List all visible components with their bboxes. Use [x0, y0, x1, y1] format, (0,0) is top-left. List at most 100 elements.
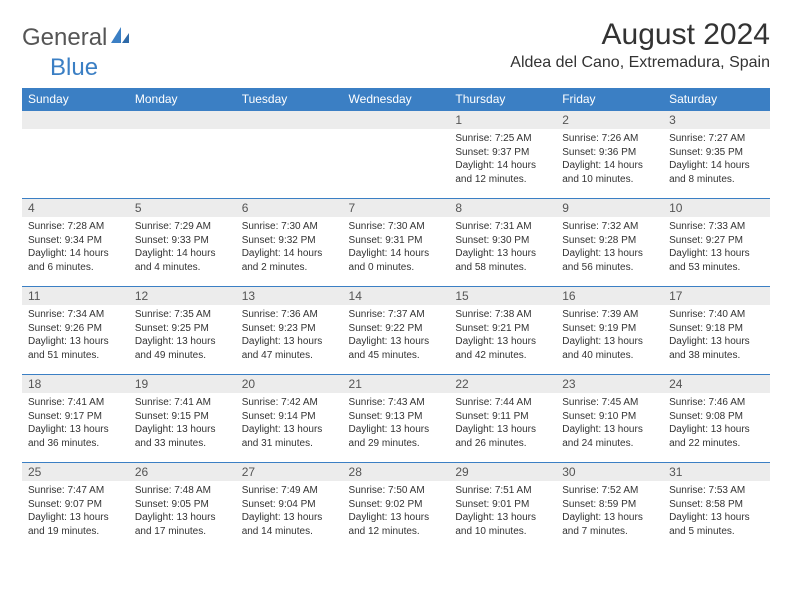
- day-number: 17: [663, 287, 770, 305]
- day-number: [129, 111, 236, 129]
- daylight-text: Daylight: 13 hours and 12 minutes.: [349, 511, 444, 538]
- daylight-text: Daylight: 13 hours and 7 minutes.: [562, 511, 657, 538]
- sunrise-text: Sunrise: 7:50 AM: [349, 484, 444, 498]
- day-body: Sunrise: 7:28 AMSunset: 9:34 PMDaylight:…: [22, 217, 129, 278]
- day-cell: 31Sunrise: 7:53 AMSunset: 8:58 PMDayligh…: [663, 463, 770, 551]
- day-body: Sunrise: 7:47 AMSunset: 9:07 PMDaylight:…: [22, 481, 129, 542]
- sunset-text: Sunset: 9:31 PM: [349, 234, 444, 248]
- week-row: 25Sunrise: 7:47 AMSunset: 9:07 PMDayligh…: [22, 463, 770, 551]
- day-body: Sunrise: 7:25 AMSunset: 9:37 PMDaylight:…: [449, 129, 556, 190]
- day-body: Sunrise: 7:41 AMSunset: 9:17 PMDaylight:…: [22, 393, 129, 454]
- daylight-text: Daylight: 13 hours and 58 minutes.: [455, 247, 550, 274]
- day-cell: 6Sunrise: 7:30 AMSunset: 9:32 PMDaylight…: [236, 199, 343, 287]
- sunrise-text: Sunrise: 7:25 AM: [455, 132, 550, 146]
- day-number: 29: [449, 463, 556, 481]
- daylight-text: Daylight: 13 hours and 22 minutes.: [669, 423, 764, 450]
- sunset-text: Sunset: 9:21 PM: [455, 322, 550, 336]
- daylight-text: Daylight: 13 hours and 53 minutes.: [669, 247, 764, 274]
- sunset-text: Sunset: 9:26 PM: [28, 322, 123, 336]
- sunrise-text: Sunrise: 7:45 AM: [562, 396, 657, 410]
- location-text: Aldea del Cano, Extremadura, Spain: [510, 54, 770, 72]
- day-cell: 2Sunrise: 7:26 AMSunset: 9:36 PMDaylight…: [556, 111, 663, 199]
- day-header-row: Sunday Monday Tuesday Wednesday Thursday…: [22, 88, 770, 111]
- logo-text-general: General: [22, 24, 107, 52]
- day-cell: 11Sunrise: 7:34 AMSunset: 9:26 PMDayligh…: [22, 287, 129, 375]
- day-cell: 20 Sunrise: 7:42 AMSunset: 9:14 PMDayligh…: [236, 375, 343, 463]
- day-cell: 8Sunrise: 7:31 AMSunset: 9:30 PMDaylight…: [449, 199, 556, 287]
- day-body: Sunrise: 7:32 AMSunset: 9:28 PMDaylight:…: [556, 217, 663, 278]
- day-number: 26: [129, 463, 236, 481]
- sunset-text: Sunset: 9:23 PM: [242, 322, 337, 336]
- sunset-text: Sunset: 9:18 PM: [669, 322, 764, 336]
- month-title: August 2024: [510, 18, 770, 52]
- sunrise-text: Sunrise: 7:40 AM: [669, 308, 764, 322]
- daylight-text: Daylight: 14 hours and 4 minutes.: [135, 247, 230, 274]
- day-number: 16: [556, 287, 663, 305]
- day-body: Sunrise: 7:34 AMSunset: 9:26 PMDaylight:…: [22, 305, 129, 366]
- day-cell: [129, 111, 236, 199]
- sunset-text: Sunset: 9:27 PM: [669, 234, 764, 248]
- sunrise-text: Sunrise: 7:43 AM: [349, 396, 444, 410]
- day-number: 1: [449, 111, 556, 129]
- day-number: 24: [663, 375, 770, 393]
- calendar-table: Sunday Monday Tuesday Wednesday Thursday…: [22, 88, 770, 551]
- sunrise-text: Sunrise: 7:34 AM: [28, 308, 123, 322]
- sunset-text: Sunset: 9:11 PM: [455, 410, 550, 424]
- day-body: Sunrise: 7:30 AMSunset: 9:31 PMDaylight:…: [343, 217, 450, 278]
- sunrise-text: Sunrise: 7:52 AM: [562, 484, 657, 498]
- day-body: Sunrise: 7:46 AMSunset: 9:08 PMDaylight:…: [663, 393, 770, 454]
- week-row: 4Sunrise: 7:28 AMSunset: 9:34 PMDaylight…: [22, 199, 770, 287]
- day-cell: 27Sunrise: 7:49 AMSunset: 9:04 PMDayligh…: [236, 463, 343, 551]
- daylight-text: Daylight: 13 hours and 29 minutes.: [349, 423, 444, 450]
- daylight-text: Daylight: 13 hours and 31 minutes.: [242, 423, 337, 450]
- sunset-text: Sunset: 9:17 PM: [28, 410, 123, 424]
- day-number: 11: [22, 287, 129, 305]
- day-cell: 21Sunrise: 7:43 AMSunset: 9:13 PMDayligh…: [343, 375, 450, 463]
- sunset-text: Sunset: 9:33 PM: [135, 234, 230, 248]
- col-sunday: Sunday: [22, 88, 129, 111]
- sunrise-text: Sunrise: 7:39 AM: [562, 308, 657, 322]
- day-cell: 7Sunrise: 7:30 AMSunset: 9:31 PMDaylight…: [343, 199, 450, 287]
- sunset-text: Sunset: 9:22 PM: [349, 322, 444, 336]
- sunset-text: Sunset: 9:04 PM: [242, 498, 337, 512]
- daylight-text: Daylight: 13 hours and 14 minutes.: [242, 511, 337, 538]
- day-body: Sunrise: 7:37 AMSunset: 9:22 PMDaylight:…: [343, 305, 450, 366]
- day-number: 19: [129, 375, 236, 393]
- day-body: Sunrise: 7:27 AMSunset: 9:35 PMDaylight:…: [663, 129, 770, 190]
- day-number: 20: [236, 375, 343, 393]
- col-tuesday: Tuesday: [236, 88, 343, 111]
- daylight-text: Daylight: 13 hours and 19 minutes.: [28, 511, 123, 538]
- day-cell: 3Sunrise: 7:27 AMSunset: 9:35 PMDaylight…: [663, 111, 770, 199]
- daylight-text: Daylight: 13 hours and 40 minutes.: [562, 335, 657, 362]
- day-number: 22: [449, 375, 556, 393]
- week-row: 11Sunrise: 7:34 AMSunset: 9:26 PMDayligh…: [22, 287, 770, 375]
- sunrise-text: Sunrise: 7:35 AM: [135, 308, 230, 322]
- day-cell: 1Sunrise: 7:25 AMSunset: 9:37 PMDaylight…: [449, 111, 556, 199]
- day-body: Sunrise: 7:50 AMSunset: 9:02 PMDaylight:…: [343, 481, 450, 542]
- sunrise-text: Sunrise: 7:42 AM: [242, 396, 337, 410]
- daylight-text: Daylight: 13 hours and 17 minutes.: [135, 511, 230, 538]
- sunset-text: Sunset: 9:08 PM: [669, 410, 764, 424]
- day-cell: [236, 111, 343, 199]
- daylight-text: Daylight: 13 hours and 47 minutes.: [242, 335, 337, 362]
- day-body: Sunrise: 7:49 AMSunset: 9:04 PMDaylight:…: [236, 481, 343, 542]
- daylight-text: Daylight: 13 hours and 38 minutes.: [669, 335, 764, 362]
- day-number: 15: [449, 287, 556, 305]
- sunset-text: Sunset: 9:01 PM: [455, 498, 550, 512]
- day-cell: 22Sunrise: 7:44 AMSunset: 9:11 PMDayligh…: [449, 375, 556, 463]
- day-cell: [22, 111, 129, 199]
- daylight-text: Daylight: 13 hours and 56 minutes.: [562, 247, 657, 274]
- calendar-body: 1Sunrise: 7:25 AMSunset: 9:37 PMDaylight…: [22, 111, 770, 551]
- day-number: 30: [556, 463, 663, 481]
- day-body: Sunrise: 7:41 AMSunset: 9:15 PMDaylight:…: [129, 393, 236, 454]
- col-thursday: Thursday: [449, 88, 556, 111]
- day-number: 25: [22, 463, 129, 481]
- sunrise-text: Sunrise: 7:26 AM: [562, 132, 657, 146]
- day-body: Sunrise: 7:44 AMSunset: 9:11 PMDaylight:…: [449, 393, 556, 454]
- sunset-text: Sunset: 9:32 PM: [242, 234, 337, 248]
- sunset-text: Sunset: 9:14 PM: [242, 410, 337, 424]
- daylight-text: Daylight: 13 hours and 5 minutes.: [669, 511, 764, 538]
- col-monday: Monday: [129, 88, 236, 111]
- sunrise-text: Sunrise: 7:30 AM: [242, 220, 337, 234]
- day-number: 6: [236, 199, 343, 217]
